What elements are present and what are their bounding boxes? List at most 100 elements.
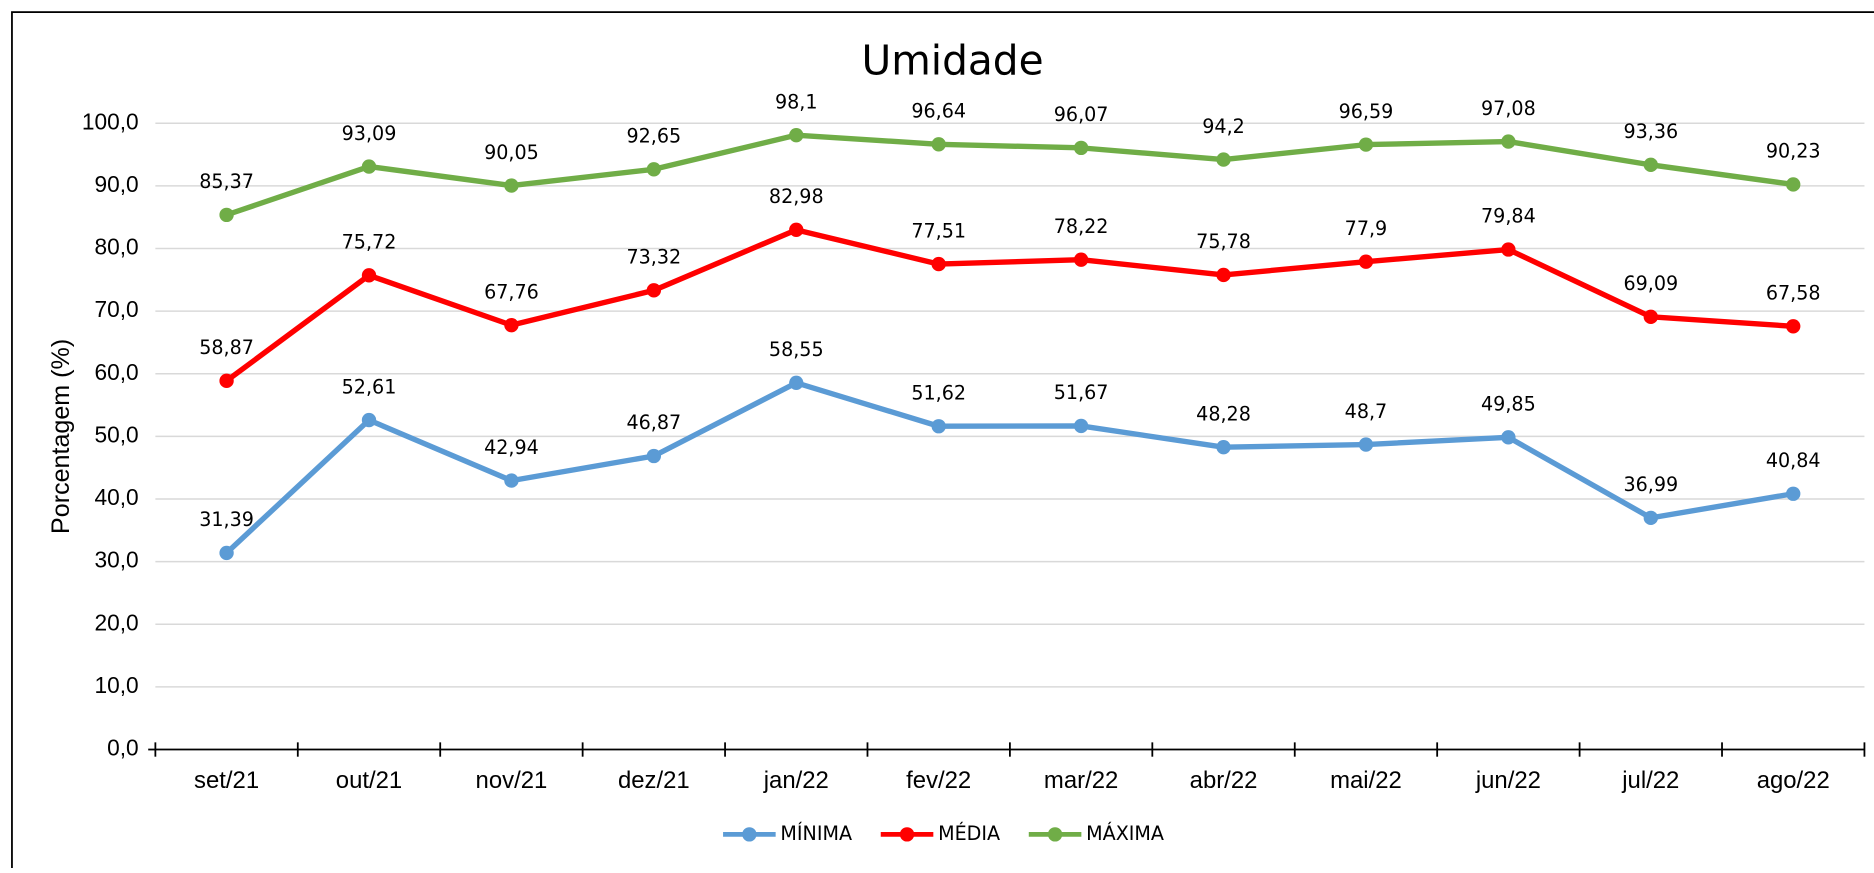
legend-marker [1047, 827, 1063, 842]
data-label: 96,07 [1054, 103, 1109, 126]
data-label: 42,94 [484, 436, 539, 459]
y-tick-label: 60,0 [94, 359, 138, 385]
data-point [1643, 157, 1658, 173]
data-point [931, 137, 946, 152]
legend-label: MÉDIA [938, 822, 1000, 845]
y-tick-label: 70,0 [94, 296, 138, 322]
data-label: 93,09 [342, 122, 397, 145]
data-point [361, 268, 377, 283]
x-tick-label: nov/21 [476, 767, 548, 794]
series-line [224, 380, 1794, 555]
y-tick-label: 20,0 [94, 609, 138, 635]
data-point [361, 159, 377, 174]
legend-label: MÁXIMA [1086, 822, 1164, 845]
data-point [1643, 510, 1658, 526]
data-label: 94,2 [1202, 115, 1245, 138]
chart-frame [11, 11, 1874, 873]
data-point [1358, 254, 1374, 269]
data-label: 92,65 [626, 125, 681, 148]
data-point [646, 448, 662, 464]
data-label: 36,99 [1623, 473, 1678, 496]
data-label: 52,61 [342, 375, 397, 398]
data-label: 46,87 [626, 411, 681, 434]
data-point [1501, 134, 1516, 149]
y-tick-label: 90,0 [94, 171, 138, 197]
data-label: 48,7 [1345, 400, 1388, 423]
x-tick-label: dez/21 [618, 767, 690, 794]
data-point [1073, 140, 1089, 156]
y-tick-label: 80,0 [94, 234, 138, 260]
data-label: 96,59 [1339, 100, 1394, 123]
x-tick-label: fev/22 [906, 767, 971, 794]
data-point [1643, 309, 1658, 325]
data-point [1216, 267, 1231, 283]
data-point [504, 178, 519, 193]
data-label: 40,84 [1766, 449, 1821, 472]
legend-marker [742, 827, 757, 842]
data-label: 90,05 [484, 141, 539, 164]
y-tick-label: 40,0 [94, 484, 138, 510]
data-label: 73,32 [626, 246, 681, 269]
x-tick-label: out/21 [336, 767, 402, 794]
data-label: 98,1 [775, 90, 818, 113]
series-line [225, 132, 1794, 218]
data-label: 67,76 [484, 280, 539, 303]
data-point [1501, 430, 1516, 445]
data-label: 90,23 [1766, 140, 1821, 163]
data-label: 58,87 [199, 336, 254, 359]
y-axis-label: Porcentagem (%) [47, 339, 75, 534]
legend-marker [899, 827, 915, 842]
data-label: 97,08 [1481, 97, 1536, 120]
data-point [931, 256, 946, 272]
data-label: 82,98 [769, 185, 824, 208]
data-point [1786, 486, 1801, 501]
data-label: 49,85 [1481, 393, 1536, 416]
legend-label: MÍNIMA [780, 822, 852, 845]
data-label: 77,9 [1345, 217, 1388, 240]
x-tick-label: set/21 [194, 767, 259, 794]
data-point [1216, 152, 1231, 167]
data-point [1216, 439, 1231, 455]
x-tick-label: mar/22 [1044, 767, 1118, 794]
y-tick-label: 100,0 [82, 108, 139, 134]
data-label: 85,37 [199, 170, 254, 193]
data-label: 48,28 [1196, 402, 1251, 425]
data-point [361, 412, 377, 428]
data-point [789, 375, 804, 391]
x-tick-label: jan/22 [763, 767, 829, 794]
y-tick-label: 30,0 [94, 547, 138, 573]
data-label: 79,84 [1481, 205, 1536, 228]
x-tick-label: jul/22 [1621, 767, 1679, 794]
data-label: 93,36 [1623, 120, 1678, 143]
chart-title: Umidade [862, 37, 1044, 85]
data-point [789, 127, 804, 143]
data-point [219, 545, 234, 561]
data-label: 75,78 [1196, 230, 1251, 253]
series-line [224, 227, 1794, 384]
y-tick-label: 0,0 [107, 735, 139, 761]
data-point [504, 473, 519, 488]
data-point [219, 207, 234, 223]
data-point [504, 317, 519, 333]
data-point [931, 419, 946, 434]
data-point [1073, 418, 1089, 434]
data-point [1501, 242, 1516, 257]
data-label: 58,55 [769, 338, 824, 361]
data-point [219, 373, 234, 389]
data-label: 77,51 [911, 219, 966, 242]
data-point [789, 222, 804, 238]
data-point [1786, 177, 1801, 192]
data-label: 69,09 [1623, 272, 1678, 295]
data-label: 51,67 [1054, 381, 1109, 404]
y-tick-label: 10,0 [94, 672, 138, 698]
data-label: 31,39 [199, 508, 254, 531]
x-tick-label: abr/22 [1190, 767, 1258, 794]
data-label: 96,64 [911, 100, 966, 123]
data-point [646, 162, 662, 177]
x-tick-label: ago/22 [1757, 767, 1830, 794]
y-tick-label: 50,0 [94, 421, 138, 447]
data-label: 75,72 [342, 231, 397, 254]
data-point [1786, 319, 1801, 334]
data-label: 67,58 [1766, 282, 1821, 305]
